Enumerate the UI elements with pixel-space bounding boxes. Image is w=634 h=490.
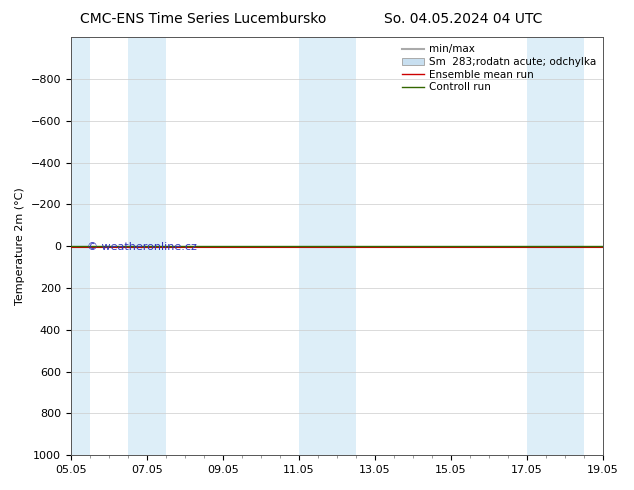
Text: © weatheronline.cz: © weatheronline.cz: [87, 243, 197, 252]
Y-axis label: Temperature 2m (°C): Temperature 2m (°C): [15, 187, 25, 305]
Legend: min/max, Sm  283;rodatn acute; odchylka, Ensemble mean run, Controll run: min/max, Sm 283;rodatn acute; odchylka, …: [399, 42, 598, 94]
Bar: [527, 37, 584, 455]
Bar: [128, 37, 166, 455]
Text: So. 04.05.2024 04 UTC: So. 04.05.2024 04 UTC: [384, 12, 542, 26]
Bar: [71, 37, 90, 455]
Text: CMC-ENS Time Series Lucembursko: CMC-ENS Time Series Lucembursko: [80, 12, 326, 26]
Bar: [299, 37, 356, 455]
